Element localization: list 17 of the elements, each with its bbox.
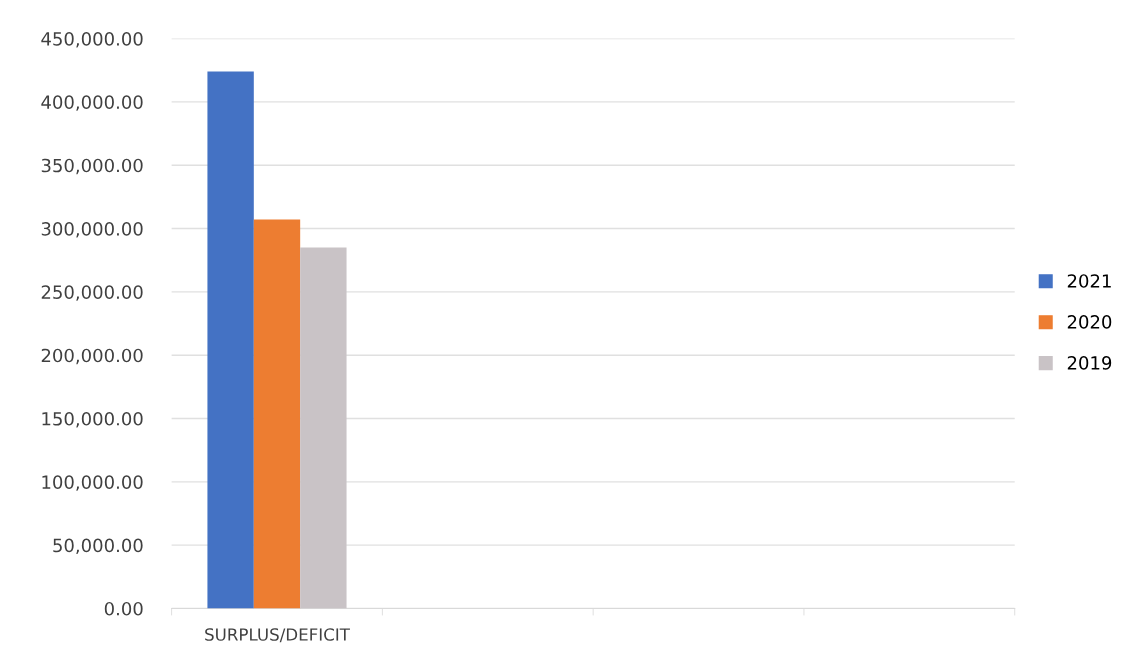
y-tick-label: 50,000.00: [53, 538, 143, 555]
bar: [207, 71, 254, 609]
x-tick-label: SURPLUS/DEFICIT: [205, 628, 350, 643]
bar: [300, 247, 347, 609]
y-tick-label: 250,000.00: [41, 285, 143, 301]
legend-label: 2020: [1067, 315, 1112, 329]
y-tick-label: 350,000.00: [41, 158, 143, 175]
y-tick-label: 0.00: [104, 601, 143, 616]
y-tick-label: 200,000.00: [41, 348, 143, 365]
bar: [253, 219, 301, 609]
y-tick-label: 450,000.00: [41, 32, 143, 48]
y-tick-label: 100,000.00: [42, 475, 143, 491]
y-tick-label: 300,000.00: [41, 222, 143, 238]
legend-label: 2021: [1067, 274, 1111, 288]
y-tick-label: 150,000.00: [42, 411, 143, 428]
legend-label: 2019: [1067, 356, 1112, 370]
y-tick-label: 400,000.00: [41, 95, 143, 111]
